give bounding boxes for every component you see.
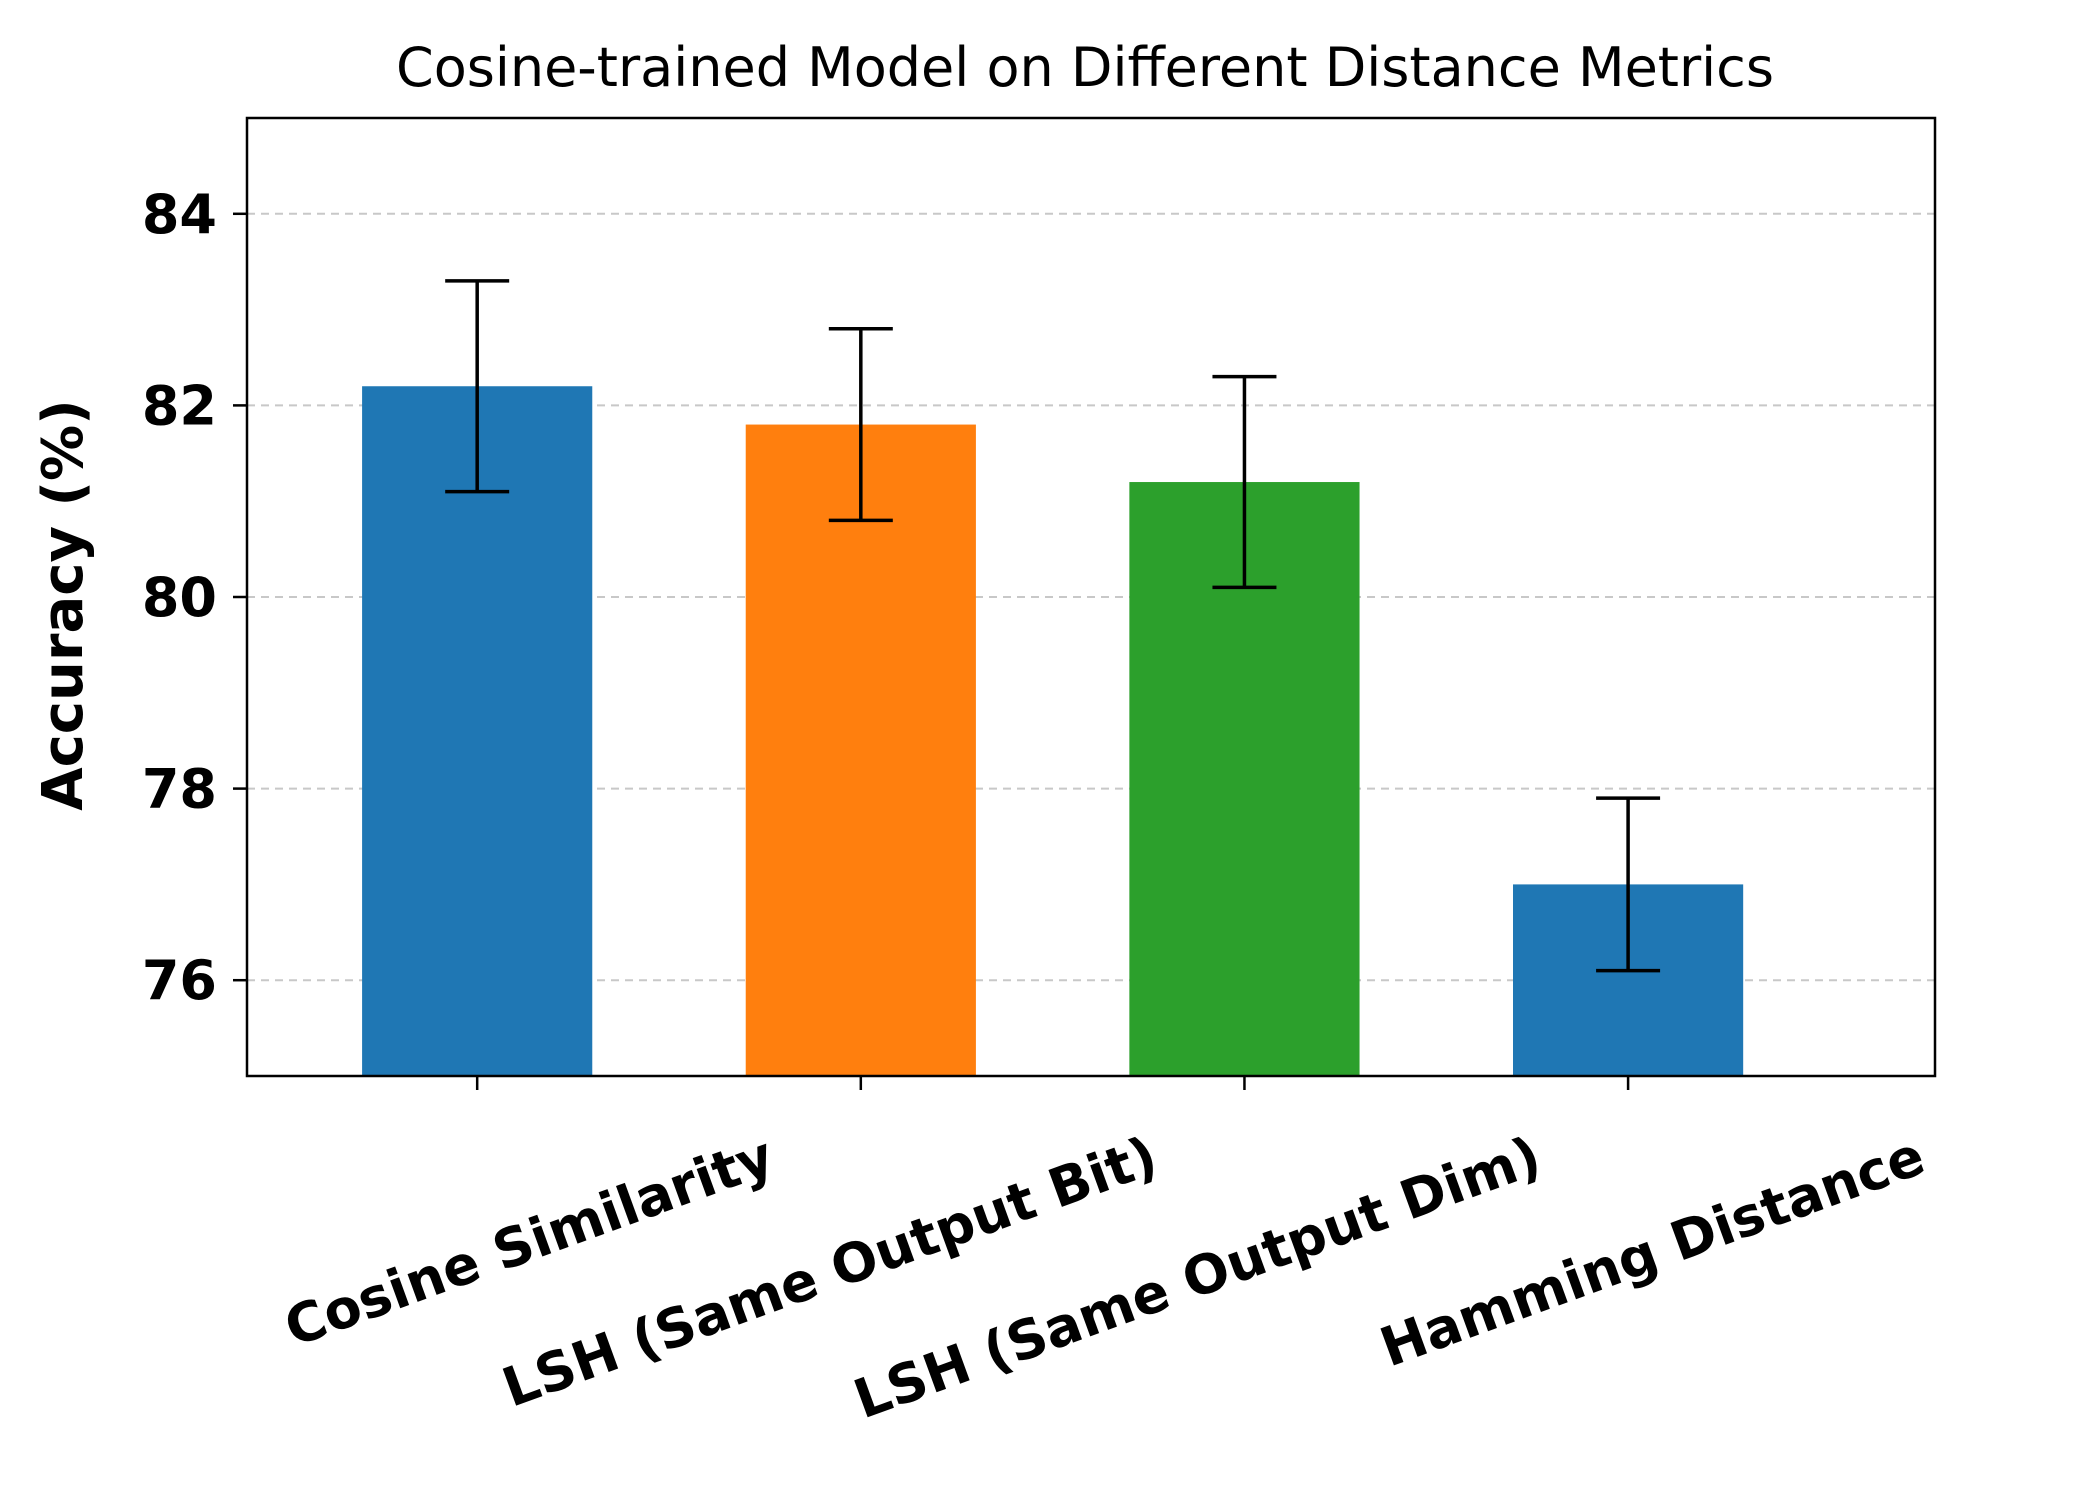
x-tick-label: LSH (Same Output Dim) bbox=[846, 1124, 1549, 1431]
y-axis-label: Accuracy (%) bbox=[31, 399, 96, 811]
error-bars bbox=[445, 279, 1661, 973]
bars bbox=[362, 386, 1744, 1076]
bar bbox=[745, 424, 976, 1076]
chart-title: Cosine-trained Model on Different Distan… bbox=[396, 36, 1774, 99]
y-tick-label: 80 bbox=[142, 566, 217, 629]
bar bbox=[362, 386, 593, 1076]
x-tick-label: LSH (Same Output Bit) bbox=[494, 1124, 1165, 1420]
y-tick-label: 82 bbox=[142, 374, 217, 437]
y-tick-label: 78 bbox=[142, 758, 217, 821]
y-tick-label: 84 bbox=[142, 183, 217, 246]
y-axis-ticks: 76 78 80 82 84 bbox=[142, 183, 247, 1012]
y-tick-label: 76 bbox=[142, 949, 217, 1012]
